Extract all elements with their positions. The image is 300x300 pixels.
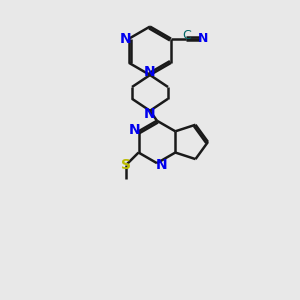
- Text: N: N: [129, 123, 140, 137]
- Text: S: S: [121, 158, 131, 172]
- Text: N: N: [144, 106, 156, 121]
- Text: N: N: [120, 32, 131, 46]
- Text: N: N: [156, 158, 168, 172]
- Text: N: N: [144, 65, 156, 79]
- Text: N: N: [197, 32, 208, 45]
- Text: C: C: [182, 29, 191, 42]
